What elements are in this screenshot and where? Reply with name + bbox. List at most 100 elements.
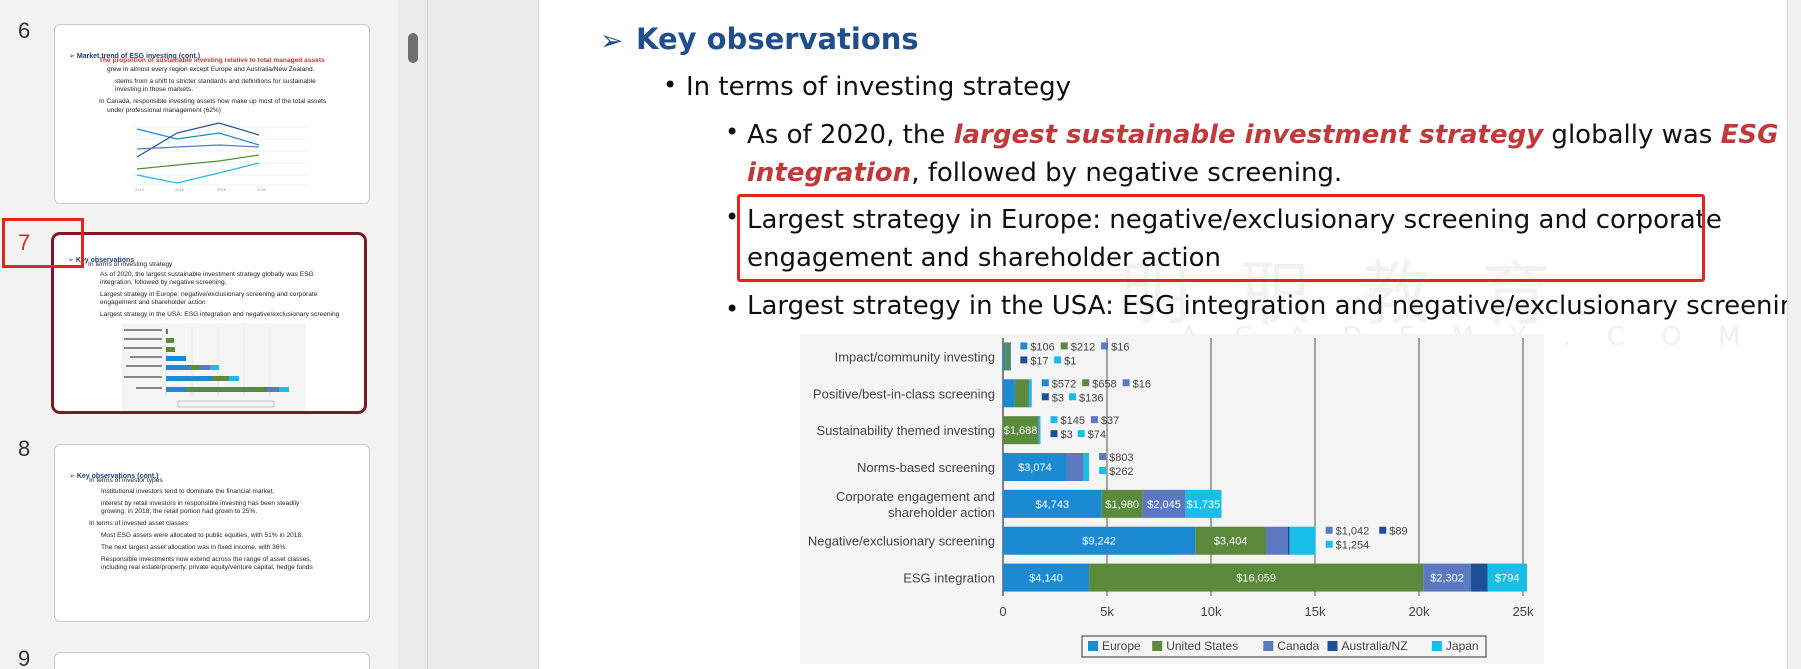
data-label: $106 (1030, 341, 1054, 353)
thumb8-title-row: ➢ Key observations (cont.) (69, 465, 159, 483)
thumb7-line4: Largest strategy in Europe: negative/exc… (100, 291, 318, 298)
bar-segment (1471, 563, 1488, 592)
data-label: $16 (1133, 378, 1151, 390)
svg-text:2018: 2018 (217, 187, 227, 192)
thumbnail-scrollbar-thumb[interactable] (408, 33, 418, 63)
thumb-arrow-icon: ➢ (69, 53, 77, 60)
data-label: $37 (1101, 415, 1119, 427)
data-label: $1,688 (1004, 425, 1038, 437)
bullet-investing-strategy[interactable]: In terms of investing strategy (686, 72, 1072, 102)
data-label-swatch (1050, 416, 1058, 424)
bar-segment (1003, 416, 1039, 445)
data-label: $803 (1109, 452, 1133, 464)
svg-text:2016: 2016 (175, 187, 185, 192)
sub-bullet-europe-line1[interactable]: Largest strategy in Europe: negative/exc… (747, 205, 1722, 235)
svg-text:2020: 2020 (257, 187, 267, 192)
slide-title[interactable]: Key observations (636, 22, 919, 56)
editor-scrollbar[interactable] (1787, 0, 1801, 669)
x-tick-label: 15k (1305, 604, 1326, 619)
sub1-highlight-largest: largest sustainable investment strategy (953, 120, 1544, 150)
data-label-swatch (1050, 430, 1058, 438)
sub-bullet-usa[interactable]: Largest strategy in the USA: ESG integra… (747, 291, 1801, 321)
thumb8-title: Key observations (cont.) (76, 473, 159, 480)
thumb7-title-row: ➢ Key observations (68, 249, 134, 267)
data-label-swatch (1122, 379, 1130, 387)
category-label: Positive/best-in-class screening (813, 386, 995, 401)
thumb8-line1: In terms of investor types (89, 477, 163, 484)
sub-bullet-europe-line2[interactable]: engagement and shareholder action (747, 243, 1222, 273)
thumb8-line8: Responsible investments now extend acros… (101, 556, 312, 563)
thumb6-line-chart: 2014 2016 2018 2020 (133, 122, 309, 192)
legend-label: Europe (1102, 639, 1141, 653)
data-label-swatch (1069, 393, 1077, 401)
sub1-text-a: As of 2020, the (747, 120, 954, 150)
data-label-swatch (1101, 342, 1109, 350)
legend-swatch (1327, 641, 1338, 651)
thumb7-line5: engagement and shareholder action (100, 299, 206, 306)
sub-bullet-global-strategy-line2[interactable]: integration, followed by negative screen… (747, 154, 1342, 192)
category-label: Norms-based screening (857, 460, 995, 475)
data-label: $3,074 (1018, 462, 1052, 474)
bar-segment (1009, 342, 1011, 371)
thumbnail-scrollbar[interactable] (398, 0, 428, 669)
esg-strategy-chart[interactable]: 0 5k 10k 15k 20k 25k Impact/community investin… (800, 334, 1544, 664)
data-label: $794 (1495, 573, 1519, 585)
bar-segment (1028, 379, 1030, 408)
data-label: $1,254 (1336, 540, 1370, 552)
thumb6-line2: grew in almost every region except Europ… (107, 66, 315, 73)
slide-thumbnail-9[interactable] (54, 652, 370, 669)
bar-segment (1003, 379, 1015, 408)
bar-segment (1003, 342, 1006, 371)
data-label: $212 (1071, 341, 1095, 353)
thumb8-line2: Institutional investors tend to dominate… (101, 488, 275, 495)
bar-segment (1005, 342, 1010, 371)
bullet-dot-icon: • (725, 118, 740, 146)
thumb6-title: Market trend of ESG investing (cont.) (76, 53, 201, 60)
category-label: shareholder action (888, 505, 995, 520)
slide-thumbnail-8[interactable]: ➢ Key observations (cont.) In terms of i… (54, 444, 370, 622)
sub1-text-f: , followed by negative screening. (911, 158, 1343, 188)
slide-number-6: 6 (18, 18, 31, 43)
bar-segment (1195, 526, 1267, 555)
bar-segment (1487, 563, 1528, 592)
bar-segment (1038, 416, 1039, 445)
thumb7-line1: In terms of investing strategy (88, 261, 173, 268)
legend-label: United States (1166, 639, 1238, 653)
category-label: Sustainability themed investing (817, 423, 996, 438)
data-label-swatch (1325, 526, 1333, 534)
data-label-swatch (1099, 467, 1107, 474)
data-label-swatch (1077, 430, 1085, 438)
category-label: Corporate engagement and (836, 489, 995, 504)
data-label: $16,059 (1236, 573, 1276, 585)
slide-number-annotation-box (2, 218, 84, 268)
thumb8-line3: interest by retail investors in responsi… (101, 500, 300, 507)
sub-bullet-global-strategy[interactable]: As of 2020, the largest sustainable inve… (747, 116, 1778, 154)
sub1-highlight-integration: integration (747, 158, 912, 188)
data-label-swatch (1082, 379, 1090, 387)
thumb7-title: Key observations (75, 257, 135, 264)
bullet-dot-icon: • (725, 295, 740, 323)
data-label-swatch (1325, 540, 1333, 548)
legend-swatch (1263, 641, 1274, 651)
data-label-swatch (1054, 356, 1062, 364)
sub1-text-c: globally was (1543, 120, 1721, 150)
bullet-dot-icon: • (725, 203, 740, 231)
category-label: Impact/community investing (835, 349, 995, 364)
data-label-swatch (1020, 356, 1028, 364)
data-label: $1 (1064, 355, 1076, 367)
data-label-swatch (1099, 453, 1107, 460)
thumb6-title-row: ➢ Market trend of ESG investing (cont.) (69, 45, 200, 63)
sub1-highlight-esg: ESG (1720, 120, 1779, 150)
slide-thumbnail-6[interactable]: ➢ Market trend of ESG investing (cont.) … (54, 24, 370, 204)
legend-label: Japan (1446, 639, 1479, 653)
legend-swatch (1152, 641, 1163, 651)
data-label-swatch (1379, 526, 1387, 534)
thumb8-line5: In terms of invested asset classes (89, 520, 188, 527)
thumb6-line4: investing in those markets. (115, 86, 194, 93)
slide-thumbnail-7[interactable]: ➢ Key observations In terms of investing… (51, 232, 367, 414)
bar-segment (1014, 379, 1029, 408)
bar-segment (1083, 453, 1090, 481)
thumb-arrow-icon: ➢ (69, 473, 77, 480)
x-tick-label: 20k (1409, 604, 1430, 619)
data-label: $262 (1109, 466, 1133, 478)
